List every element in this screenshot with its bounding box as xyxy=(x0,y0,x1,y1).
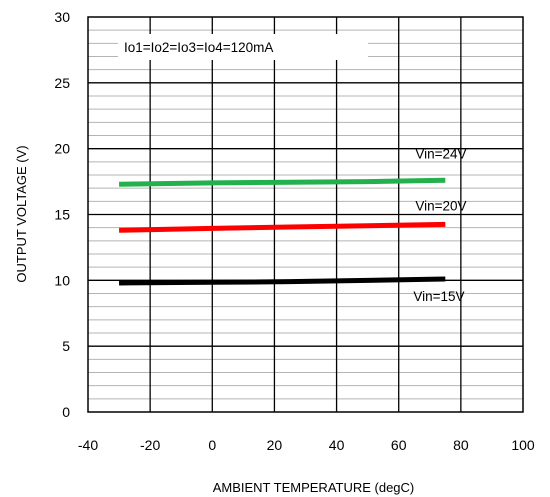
series-label: Vin=20V xyxy=(415,198,466,213)
y-axis-label: OUTPUT VOLTAGE (V) xyxy=(14,145,29,282)
annotation-text: Io1=Io2=Io3=Io4=120mA xyxy=(124,40,273,55)
series-lines xyxy=(119,177,446,286)
y-tick-label: 25 xyxy=(54,75,70,91)
y-tick-label: 0 xyxy=(62,404,70,420)
y-tick-label: 10 xyxy=(54,272,70,288)
series-labels: Vin=24V Vin=20V Vin=15V xyxy=(413,146,466,304)
y-tick-label: 20 xyxy=(54,141,70,157)
x-tick-label: 100 xyxy=(511,437,535,453)
y-tick-labels: 0 5 10 15 20 25 30 xyxy=(54,9,70,420)
x-axis-label: AMBIENT TEMPERATURE (degC) xyxy=(213,480,415,495)
y-tick-label: 5 xyxy=(62,338,70,354)
series-line xyxy=(119,276,446,286)
annotation-box: Io1=Io2=Io3=Io4=120mA xyxy=(118,34,368,60)
x-tick-label: -40 xyxy=(78,437,98,453)
x-tick-label: 20 xyxy=(267,437,283,453)
x-tick-label: 0 xyxy=(208,437,216,453)
x-tick-labels: -40 -20 0 20 40 60 80 100 xyxy=(78,437,535,453)
series-label: Vin=15V xyxy=(413,289,464,304)
series-line xyxy=(119,177,446,187)
annotation-background xyxy=(118,34,368,60)
x-tick-label: 80 xyxy=(453,437,469,453)
x-tick-label: 60 xyxy=(391,437,407,453)
y-tick-label: 30 xyxy=(54,9,70,25)
y-tick-label: 15 xyxy=(54,207,70,223)
plot-frame xyxy=(87,16,524,413)
x-tick-label: -20 xyxy=(140,437,160,453)
series-line xyxy=(119,221,446,233)
x-tick-label: 40 xyxy=(329,437,345,453)
major-gridlines xyxy=(88,17,523,412)
series-label: Vin=24V xyxy=(415,146,466,161)
